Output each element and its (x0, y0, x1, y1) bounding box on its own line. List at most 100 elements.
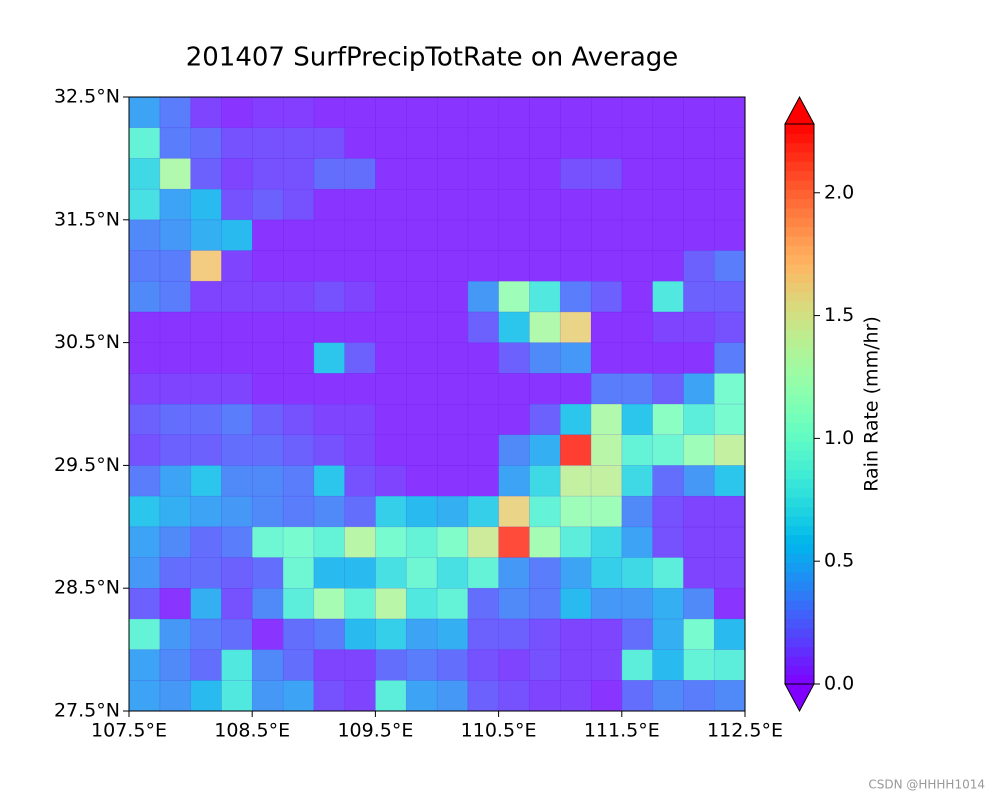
heatmap-cell (282, 557, 315, 589)
y-tick-label: 30.5°N (54, 331, 120, 353)
heatmap-cell (251, 495, 284, 528)
heatmap-cell (590, 495, 623, 528)
heatmap-cell (128, 679, 161, 712)
heatmap-cell (652, 526, 684, 559)
heatmap-cell (436, 434, 469, 467)
heatmap-cell (467, 434, 500, 467)
heatmap-cell (313, 280, 346, 313)
heatmap-cell (683, 495, 715, 528)
colorbar-segment (785, 226, 814, 237)
heatmap-cell (713, 127, 746, 159)
heatmap-cell (652, 587, 684, 620)
heatmap-cell (221, 188, 253, 221)
heatmap-cell (282, 526, 315, 559)
y-tick-label: 32.5°N (54, 86, 120, 108)
heatmap-cell (498, 250, 531, 282)
heatmap-cell (282, 311, 315, 344)
colorbar-extend-top (784, 95, 815, 125)
heatmap-cell (159, 495, 192, 528)
heatmap-cell (529, 679, 561, 712)
colorbar-segment (785, 208, 814, 218)
heatmap-cell (344, 495, 377, 528)
colorbar-segment (785, 609, 814, 620)
heatmap-cell (282, 96, 315, 129)
colorbar-segment (785, 394, 814, 405)
heatmap-cell (529, 587, 561, 620)
heatmap-cell (282, 649, 315, 681)
heatmap-cell (467, 465, 500, 497)
heatmap-cell (282, 434, 315, 467)
heatmap-cell (590, 526, 623, 559)
heatmap-cell (621, 587, 654, 620)
heatmap-cell (713, 311, 746, 344)
heatmap-cell (590, 465, 623, 497)
heatmap-cell (652, 158, 684, 190)
heatmap-cell (683, 649, 715, 681)
heatmap-cell (713, 495, 746, 528)
heatmap-cell (128, 342, 161, 374)
heatmap-cell (159, 342, 192, 374)
y-tick-label: 31.5°N (54, 208, 120, 230)
heatmap-cell (713, 188, 746, 221)
colorbar-tick-label: 0.5 (824, 550, 854, 572)
heatmap-cell (559, 557, 592, 589)
heatmap-cell (436, 96, 469, 129)
heatmap-cell (529, 96, 561, 129)
heatmap-cell (375, 618, 407, 651)
heatmap-cell (436, 311, 469, 344)
heatmap-cell (128, 372, 161, 405)
colorbar-frame (784, 123, 815, 685)
heatmap-cell (559, 158, 592, 190)
colorbar-segment (785, 525, 814, 536)
heatmap-cell (529, 158, 561, 190)
colorbar-tick-label: 0.0 (824, 673, 854, 695)
heatmap-cell (344, 372, 377, 405)
heatmap-cell (683, 526, 715, 559)
heatmap-cell (313, 250, 346, 282)
heatmap-cell (251, 158, 284, 190)
heatmap-cell (128, 158, 161, 190)
heatmap-cell (713, 158, 746, 190)
heatmap-cell (683, 557, 715, 589)
colorbar-segment (785, 385, 814, 396)
colorbar-segment (785, 656, 814, 666)
heatmap-cell (467, 526, 500, 559)
heatmap-cell (713, 96, 746, 129)
heatmap-cell (498, 618, 531, 651)
heatmap-cell (683, 618, 715, 651)
heatmap-cell (467, 311, 500, 344)
heatmap-cell (621, 311, 654, 344)
heatmap-cell (375, 342, 407, 374)
heatmap-cell (590, 158, 623, 190)
heatmap-cell (190, 280, 223, 313)
heatmap-cell (498, 495, 531, 528)
colorbar-segment (785, 320, 814, 330)
heatmap-cell (313, 372, 346, 405)
heatmap-cell (221, 250, 253, 282)
heatmap-cell (128, 311, 161, 344)
heatmap-cell (652, 403, 684, 436)
colorbar-label: Rain Rate (mm/hr) (861, 316, 883, 492)
heatmap-cell (529, 311, 561, 344)
heatmap-cell (375, 280, 407, 313)
heatmap-cell (251, 465, 284, 497)
colorbar-segment (785, 674, 814, 685)
heatmap-cell (559, 372, 592, 405)
heatmap-cell (590, 127, 623, 159)
colorbar-segment (785, 628, 814, 638)
heatmap-cell (344, 188, 377, 221)
heatmap-cell (344, 280, 377, 313)
heatmap-cell (436, 188, 469, 221)
colorbar-segment (785, 264, 814, 274)
colorbar-segment (785, 236, 814, 246)
heatmap-cell (498, 219, 531, 252)
heatmap-cell (467, 188, 500, 221)
heatmap-cell (251, 557, 284, 589)
heatmap-cell (282, 618, 315, 651)
heatmap-cell (190, 96, 223, 129)
heatmap-cell (621, 280, 654, 313)
heatmap-cell (559, 219, 592, 252)
heatmap-cell (590, 280, 623, 313)
heatmap-cell (128, 280, 161, 313)
heatmap-cell (683, 372, 715, 405)
